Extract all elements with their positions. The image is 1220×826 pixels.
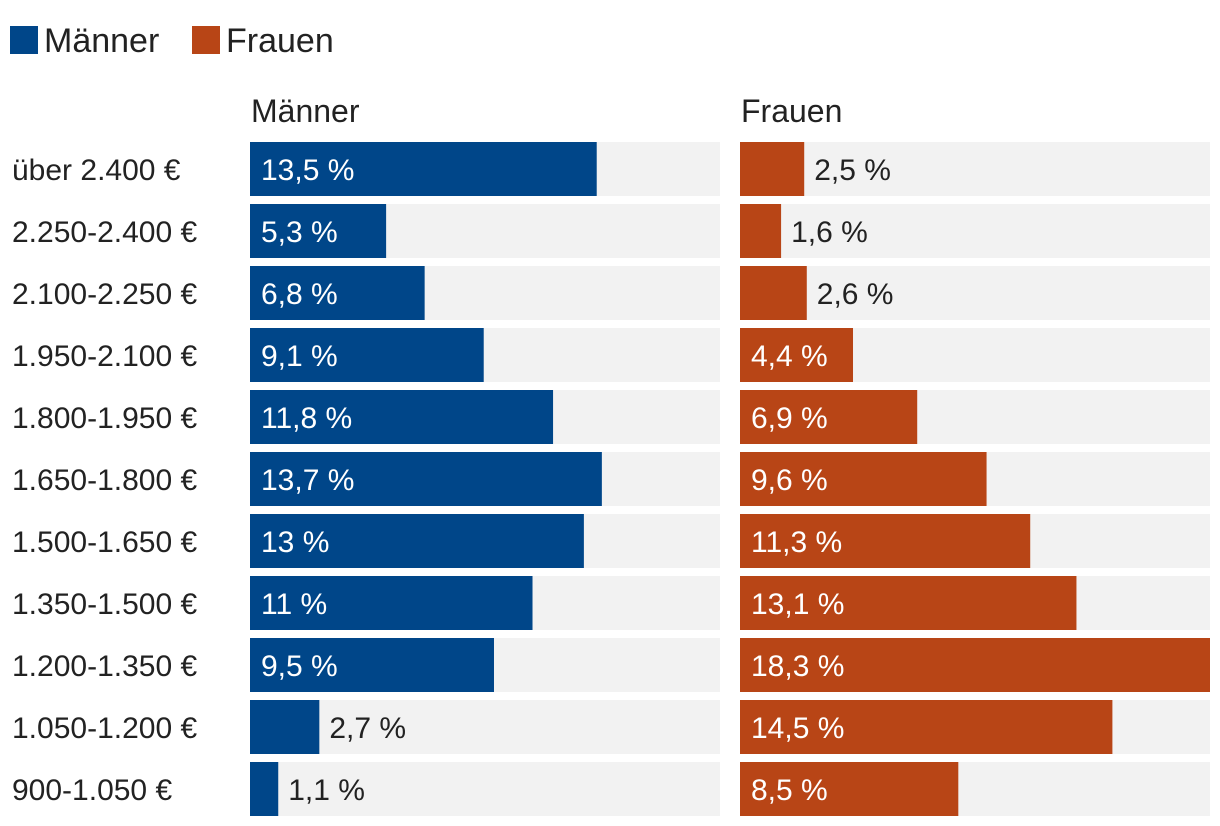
bar-track-frauen-2-100-2-250	[740, 266, 1210, 320]
bar-frauen-ueber-2-400	[740, 142, 805, 196]
value-label-frauen-1-200-1-350: 18,3 %	[751, 650, 844, 683]
value-label-frauen-900-1-050: 8,5 %	[751, 774, 828, 807]
panel-title-maenner: Männer	[251, 93, 360, 129]
category-label-1-350-1-500: 1.350-1.500 €	[12, 588, 197, 621]
value-label-maenner-1-050-1-200: 2,7 %	[329, 712, 406, 745]
category-labels: über 2.400 € 2.250-2.400 € 2.100-2.250 € 1.…	[12, 154, 197, 807]
bar-frauen-1-800-1-950	[740, 390, 918, 444]
category-label-1-500-1-650: 1.500-1.650 €	[12, 526, 197, 559]
bar-maenner-ueber-2-400	[250, 142, 597, 196]
bar-track-frauen-2-250-2-400	[740, 204, 1210, 258]
category-label-1-050-1-200: 1.050-1.200 €	[12, 712, 197, 745]
bar-frauen-1-950-2-100	[740, 328, 854, 382]
bar-frauen-1-200-1-350	[740, 638, 1210, 692]
category-label-1-200-1-350: 1.200-1.350 €	[12, 650, 197, 683]
value-label-maenner-2-100-2-250: 6,8 %	[261, 278, 338, 311]
legend: Männer Frauen	[10, 22, 334, 60]
value-label-maenner-900-1-050: 1,1 %	[288, 774, 365, 807]
category-label-2-250-2-400: 2.250-2.400 €	[12, 216, 197, 249]
panel-title-frauen: Frauen	[741, 93, 842, 129]
value-label-maenner-1-500-1-650: 13 %	[261, 526, 329, 559]
bar-track-maenner-900-1-050	[250, 762, 720, 816]
value-label-maenner-ueber-2-400: 13,5 %	[261, 154, 354, 187]
value-label-frauen-ueber-2-400: 2,5 %	[814, 154, 891, 187]
value-label-frauen-2-100-2-250: 2,6 %	[817, 278, 894, 311]
value-label-frauen-1-350-1-500: 13,1 %	[751, 588, 844, 621]
panel-titles: Männer Frauen	[251, 93, 842, 129]
bar-maenner-900-1-050	[250, 762, 279, 816]
category-label-1-650-1-800: 1.650-1.800 €	[12, 464, 197, 497]
category-label-1-800-1-950: 1.800-1.950 €	[12, 402, 197, 435]
value-label-maenner-1-800-1-950: 11,8 %	[261, 402, 352, 435]
legend-swatch-maenner	[10, 26, 38, 54]
legend-label-maenner: Männer	[44, 22, 159, 60]
bar-maenner-1-800-1-950	[250, 390, 554, 444]
bar-track-maenner-1-050-1-200	[250, 700, 720, 754]
value-label-maenner-1-350-1-500: 11 %	[261, 588, 327, 621]
bar-frauen-1-350-1-500	[740, 576, 1077, 630]
bars	[250, 142, 1210, 816]
value-label-frauen-1-050-1-200: 14,5 %	[751, 712, 844, 745]
legend-label-frauen: Frauen	[226, 22, 334, 60]
bar-maenner-2-250-2-400	[250, 204, 387, 258]
value-labels: 13,5 % 5,3 % 6,8 % 9,1 % 11,8 % 13,7 % 13 % 11 …	[261, 154, 893, 807]
bar-frauen-1-500-1-650	[740, 514, 1031, 568]
bar-frauen-2-100-2-250	[740, 266, 807, 320]
bar-track-frauen-ueber-2-400	[740, 142, 1210, 196]
value-label-frauen-1-650-1-800: 9,6 %	[751, 464, 828, 497]
legend-swatch-frauen	[192, 26, 220, 54]
bar-frauen-1-050-1-200	[740, 700, 1113, 754]
value-label-maenner-1-950-2-100: 9,1 %	[261, 340, 338, 373]
value-label-frauen-1-500-1-650: 11,3 %	[751, 526, 842, 559]
bar-maenner-1-050-1-200	[250, 700, 320, 754]
value-label-frauen-1-800-1-950: 6,9 %	[751, 402, 828, 435]
category-label-1-950-2-100: 1.950-2.100 €	[12, 340, 197, 373]
bar-frauen-2-250-2-400	[740, 204, 782, 258]
value-label-maenner-2-250-2-400: 5,3 %	[261, 216, 338, 249]
bar-maenner-1-350-1-500	[250, 576, 533, 630]
bar-maenner-1-950-2-100	[250, 328, 484, 382]
category-label-2-100-2-250: 2.100-2.250 €	[12, 278, 197, 311]
bar-frauen-1-650-1-800	[740, 452, 987, 506]
bar-frauen-900-1-050	[740, 762, 959, 816]
category-label-900-1-050: 900-1.050 €	[12, 774, 172, 807]
bar-maenner-1-650-1-800	[250, 452, 602, 506]
bar-maenner-1-500-1-650	[250, 514, 584, 568]
bar-maenner-1-200-1-350	[250, 638, 494, 692]
value-label-frauen-2-250-2-400: 1,6 %	[791, 216, 868, 249]
bar-maenner-2-100-2-250	[250, 266, 425, 320]
value-label-frauen-1-950-2-100: 4,4 %	[751, 340, 828, 373]
value-label-maenner-1-650-1-800: 13,7 %	[261, 464, 354, 497]
category-label-ueber-2-400: über 2.400 €	[12, 154, 181, 187]
value-label-maenner-1-200-1-350: 9,5 %	[261, 650, 338, 683]
